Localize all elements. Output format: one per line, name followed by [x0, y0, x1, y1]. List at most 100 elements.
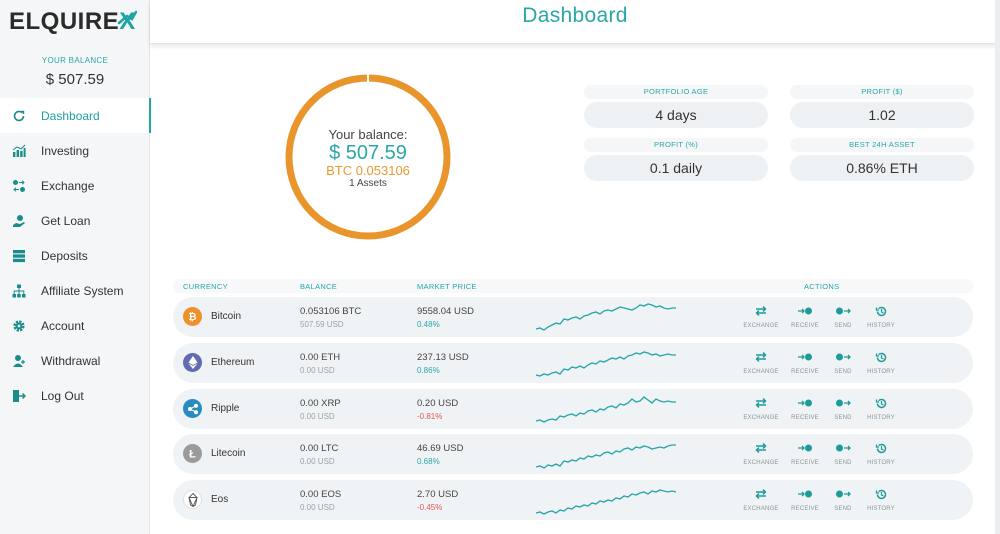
send-label: SEND [834, 460, 852, 466]
send-icon [835, 303, 851, 319]
nav-label: Log Out [41, 388, 84, 403]
coin-balance: 0.00 LTC [300, 443, 339, 454]
logo-swoosh-icon [117, 10, 137, 25]
receive-icon [797, 440, 813, 456]
receive-icon [797, 486, 813, 502]
nav-label: Exchange [41, 178, 95, 193]
logout-icon [12, 389, 26, 403]
brand-logo[interactable]: ELQUIREX [9, 8, 136, 36]
coin-balance: 0.053106 BTC [300, 306, 362, 317]
exchange-button[interactable]: EXCHANGE [741, 303, 781, 329]
scrollbar[interactable] [995, 0, 1000, 534]
receive-button[interactable]: RECEIVE [785, 303, 825, 329]
price-sparkline [535, 489, 677, 515]
coin-balance: 0.00 EOS [300, 489, 342, 500]
brand-name-x: X [119, 8, 136, 35]
nav-label: Withdrawal [41, 353, 101, 368]
receive-icon [797, 303, 813, 319]
receive-button[interactable]: RECEIVE [785, 440, 825, 466]
exchange-label: EXCHANGE [743, 369, 779, 375]
coin-change: -0.81% [417, 412, 443, 421]
brand-name: ELQUIRE [9, 8, 120, 35]
ripple-icon [183, 399, 202, 418]
send-button[interactable]: SEND [823, 440, 863, 466]
network-icon [12, 284, 26, 298]
donut-assets-count: 1 Assets [349, 178, 387, 189]
exchange-action-icon [753, 486, 769, 502]
svg-text:Ł: Ł [189, 449, 196, 460]
col-balance: BALANCE [300, 282, 338, 291]
exchange-action-icon [753, 303, 769, 319]
send-button[interactable]: SEND [823, 349, 863, 375]
table-row[interactable]: Ł Litecoin 0.00 LTC 0.00 USD 46.69 USD 0.68% E… [173, 434, 973, 474]
exchange-label: EXCHANGE [743, 460, 779, 466]
history-icon [873, 303, 889, 319]
table-row[interactable]: Ethereum 0.00 ETH 0.00 USD 237.13 USD 0.86% E… [173, 343, 973, 383]
nav-item-affiliate[interactable]: Affiliate System [0, 273, 150, 308]
col-actions: ACTIONS [804, 282, 840, 291]
history-button[interactable]: HISTORY [861, 486, 901, 512]
nav-item-logout[interactable]: Log Out [0, 378, 150, 413]
gear-icon [12, 319, 26, 333]
exchange-button[interactable]: EXCHANGE [741, 395, 781, 421]
donut-usd-value: $ 507.59 [329, 142, 407, 164]
exchange-action-icon [753, 395, 769, 411]
balance-label: YOUR BALANCE [41, 56, 109, 65]
nav-item-deposits[interactable]: Deposits [0, 238, 150, 273]
stat-label: PROFIT ($) [790, 85, 974, 99]
price-sparkline [535, 444, 676, 469]
svg-text:₿: ₿ [188, 311, 196, 322]
nav-item-get-loan[interactable]: Get Loan [0, 203, 150, 238]
exchange-action-icon [753, 440, 769, 456]
exchange-button[interactable]: EXCHANGE [741, 440, 781, 466]
stat-label: PROFIT (%) [584, 138, 768, 152]
nav-item-dashboard[interactable]: Dashboard [0, 98, 151, 133]
exchange-action-icon [753, 349, 769, 365]
receive-button[interactable]: RECEIVE [785, 486, 825, 512]
receive-label: RECEIVE [791, 323, 819, 329]
bitcoin-icon: ₿ [183, 307, 202, 326]
nav-item-investing[interactable]: Investing [0, 133, 150, 168]
table-row[interactable]: Eos 0.00 EOS 0.00 USD 2.70 USD -0.45% EXCHANG… [173, 480, 973, 520]
history-label: HISTORY [867, 506, 895, 512]
table-row[interactable]: ₿ Bitcoin 0.053106 BTC 507.59 USD 9558.04 US… [173, 297, 973, 337]
history-button[interactable]: HISTORY [861, 303, 901, 329]
nav-item-withdrawal[interactable]: Withdrawal [0, 343, 150, 378]
history-button[interactable]: HISTORY [861, 349, 901, 375]
send-icon [835, 486, 851, 502]
coin-name: Bitcoin [211, 311, 242, 322]
receive-icon [797, 349, 813, 365]
history-label: HISTORY [867, 323, 895, 329]
exchange-button[interactable]: EXCHANGE [741, 349, 781, 375]
receive-button[interactable]: RECEIVE [785, 349, 825, 375]
receive-button[interactable]: RECEIVE [785, 395, 825, 421]
history-icon [873, 395, 889, 411]
stat-profit-percent: PROFIT (%) 0.1 daily [584, 138, 768, 181]
send-button[interactable]: SEND [823, 395, 863, 421]
stat-profit-usd: PROFIT ($) 1.02 [790, 85, 974, 128]
stat-value: 1.02 [790, 102, 974, 128]
table-row[interactable]: Ripple 0.00 XRP 0.00 USD 0.20 USD -0.81% EXCH… [173, 389, 973, 429]
exchange-icon [12, 179, 26, 193]
nav-label: Get Loan [41, 213, 91, 228]
coin-balance-usd: 0.00 USD [300, 503, 335, 512]
exchange-button[interactable]: EXCHANGE [741, 486, 781, 512]
coin-price: 46.69 USD [417, 443, 464, 454]
coin-change: 0.68% [417, 457, 440, 466]
send-label: SEND [834, 369, 852, 375]
stat-label: PORTFOLIO AGE [584, 85, 768, 99]
nav-item-account[interactable]: Account [0, 308, 150, 343]
eos-icon [183, 490, 202, 509]
receive-label: RECEIVE [791, 506, 819, 512]
send-button[interactable]: SEND [823, 303, 863, 329]
coin-price: 0.20 USD [417, 398, 459, 409]
history-button[interactable]: HISTORY [861, 440, 901, 466]
nav-item-exchange[interactable]: Exchange [0, 168, 150, 203]
receive-label: RECEIVE [791, 369, 819, 375]
send-label: SEND [834, 415, 852, 421]
receive-label: RECEIVE [791, 460, 819, 466]
history-button[interactable]: HISTORY [861, 395, 901, 421]
send-button[interactable]: SEND [823, 486, 863, 512]
coin-change: -0.45% [417, 503, 443, 512]
ethereum-icon [183, 353, 202, 372]
